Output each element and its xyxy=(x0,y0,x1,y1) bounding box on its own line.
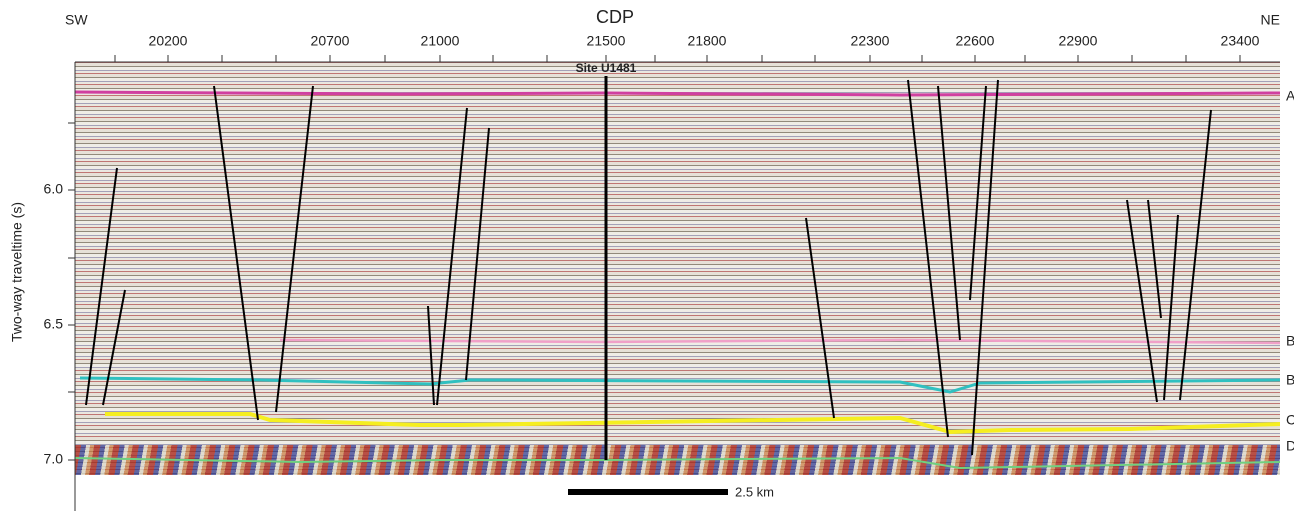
fault xyxy=(275,85,314,413)
horizon-a xyxy=(74,90,1281,97)
horizon-label: D xyxy=(1286,438,1294,454)
cdp-tick-label: 22300 xyxy=(851,33,890,49)
time-tick-label: 6.5 xyxy=(44,316,64,332)
fault xyxy=(805,217,835,419)
scale-bar xyxy=(568,489,728,495)
fault xyxy=(427,305,435,406)
faults xyxy=(85,79,1212,456)
fault xyxy=(85,167,118,406)
fault xyxy=(1179,109,1212,401)
left-axis-title: Two-way traveltime (s) xyxy=(9,202,25,342)
fault xyxy=(465,127,490,381)
scale-bar-label: 2.5 km xyxy=(735,484,774,499)
fault xyxy=(102,289,126,406)
time-tick-label: 6.0 xyxy=(44,181,64,197)
fault xyxy=(436,107,468,406)
fault xyxy=(213,85,259,421)
horizon-yellow xyxy=(105,412,1281,435)
cdp-tick-label: 22900 xyxy=(1059,33,1098,49)
right-margin xyxy=(1280,62,1294,511)
horizon-label: A xyxy=(1286,88,1294,104)
cdp-tick-label: 20700 xyxy=(311,33,350,49)
cdp-tick-label: 23400 xyxy=(1221,33,1260,49)
direction-label: NE xyxy=(1261,12,1280,28)
left-ticks xyxy=(68,122,75,461)
fault xyxy=(937,85,961,341)
fault xyxy=(1126,199,1158,403)
horizon-label: B xyxy=(1286,333,1294,349)
top-axis-title: CDP xyxy=(596,7,634,27)
time-tick-label: 7.0 xyxy=(44,451,64,467)
horizon-green xyxy=(74,456,1281,470)
cdp-tick-label: 22600 xyxy=(956,33,995,49)
horizon-label: B xyxy=(1286,372,1294,388)
horizon-label: C xyxy=(1286,412,1294,428)
direction-label: SW xyxy=(65,12,88,28)
fault xyxy=(971,79,999,456)
fault xyxy=(1163,214,1179,401)
fault xyxy=(969,85,987,301)
cdp-tick-label: 21800 xyxy=(688,33,727,49)
horizon-pink xyxy=(279,338,1281,345)
cdp-tick-label: 21500 xyxy=(587,33,626,49)
cdp-tick-label: 20200 xyxy=(149,33,188,49)
fault xyxy=(907,79,949,438)
horizon-cyan xyxy=(79,376,1281,394)
site-label: Site U1481 xyxy=(576,61,637,75)
fault xyxy=(1147,199,1162,319)
cdp-tick-label: 21000 xyxy=(421,33,460,49)
top-ticks xyxy=(114,55,1241,62)
